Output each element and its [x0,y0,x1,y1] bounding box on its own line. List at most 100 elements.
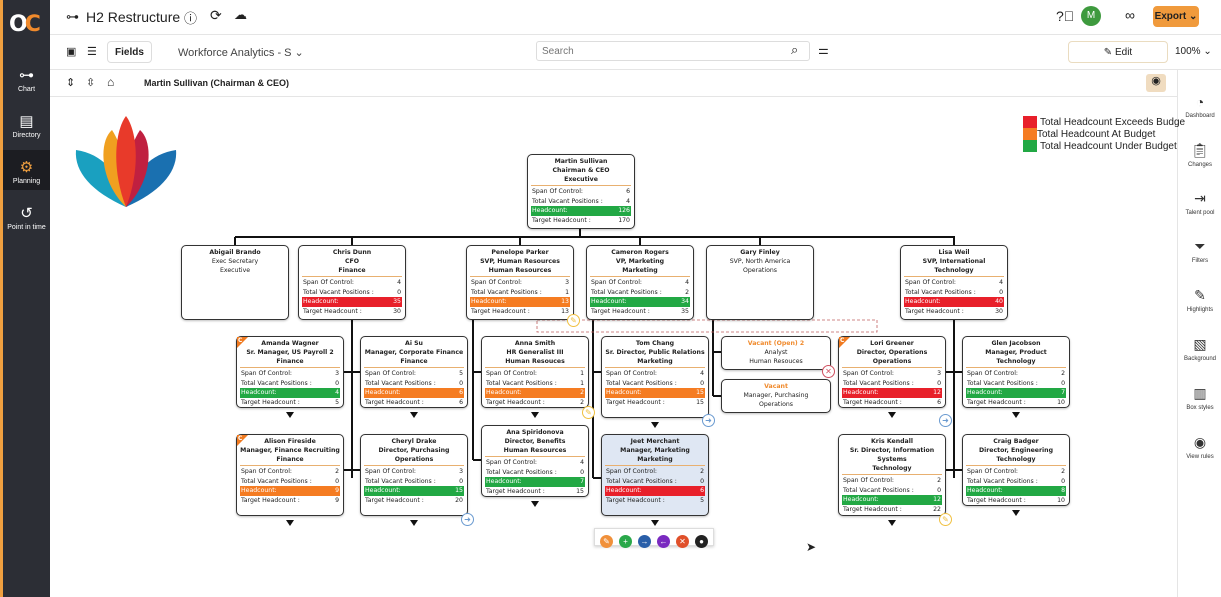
zoom-select[interactable]: 100% ⌄ [1175,46,1212,57]
node-name: Jeet Merchant [630,438,680,445]
vacant-positions-row: Total Vacant Positions :0 [365,379,463,387]
employee-node[interactable]: Penelope Parker SVP, Human Resources Human… [466,245,574,320]
home-icon[interactable]: ⌂ [107,75,115,89]
talent-pool-button[interactable]: ⇥ Talent pool [1178,190,1221,216]
expand-children-arrow-icon[interactable] [888,412,896,418]
user-avatar[interactable]: M [1081,6,1101,26]
delete-icon[interactable]: ✕ [676,535,689,548]
node-title: CFO [344,258,360,265]
node-title: Sr. Director, Public Relations [605,349,705,356]
employee-node[interactable]: Tom Chang Sr. Director, Public Relations M… [601,336,709,418]
move-left-icon[interactable]: ← [657,535,670,548]
search-icon[interactable]: ⌕ [791,42,799,57]
employee-node[interactable]: Anna Smith HR Generalist III Human Resouce… [481,336,589,408]
vacant-positions-row: Total Vacant Positions :1 [471,288,569,296]
talent-pool-icon: ⇥ [1194,190,1206,206]
changes-button[interactable]: 📋︎ Changes [1178,142,1221,168]
nav-chart[interactable]: ⊶ Chart [3,66,50,93]
span-of-control-row: Span Of Control: 2 [606,468,704,475]
move-badge-icon[interactable]: ➜ [939,414,952,427]
background-button[interactable]: ▧ Background [1178,336,1221,362]
employee-node[interactable]: Jeet Merchant Manager, Marketing Marketing… [601,434,709,516]
cloud-sync-icon[interactable]: ☁ [234,7,247,22]
expand-children-arrow-icon[interactable] [410,412,418,418]
node-dept: Human Resources [488,267,552,274]
headcount-row: Headcount: 9 [240,486,340,496]
info-icon[interactable]: ⓘ [184,11,198,26]
nav-planning[interactable]: ⚙ Planning [3,150,50,190]
edit-badge-icon[interactable]: ✎ [939,513,952,526]
headcount-row: Headcount: 6 [364,388,464,398]
collapse-all-icon[interactable]: ⇳ [86,77,96,89]
nav-point-in-time[interactable]: ↺ Point in time [3,204,50,231]
expand-children-arrow-icon[interactable] [1012,510,1020,516]
vacancy-node[interactable]: Vacant Manager, Purchasing Operations [721,379,831,413]
expand-children-arrow-icon[interactable] [651,422,659,428]
target-headcount-row: Target Headcount :2 [486,398,584,406]
employee-node[interactable]: Lisa Weil SVP, International Technology Sp… [900,245,1008,320]
add-icon[interactable]: + [619,535,632,548]
employee-node[interactable]: Kris Kendall Sr. Director, Information Sy… [838,434,946,516]
remove-vacancy-icon[interactable]: ✕ [822,365,835,378]
employee-node[interactable]: Abigail Brando Exec Secretary Executive [181,245,289,320]
help-icon[interactable]: ?⃝ [1056,8,1075,24]
expand-children-arrow-icon[interactable] [286,412,294,418]
employee-node[interactable]: Craig Badger Director, Engineering Technol… [962,434,1070,506]
comment-icon[interactable]: ● [695,535,708,548]
expand-children-arrow-icon[interactable] [888,520,896,526]
headcount-row: Headcount: 12 [842,388,942,398]
employee-node[interactable]: C Amanda Wagner Sr. Manager, US Payroll 2 F… [236,336,344,408]
employee-node[interactable]: Gary Finley SVP, North America Operations [706,245,814,320]
employee-node[interactable]: C Alison Fireside Manager, Finance Recruit… [236,434,344,516]
expand-children-arrow-icon[interactable] [286,520,294,526]
vacant-positions-row: Total Vacant Positions :0 [905,288,1003,296]
expand-children-arrow-icon[interactable] [531,412,539,418]
edit-badge-icon[interactable]: ✎ [567,314,580,327]
filters-button[interactable]: ⏷ Filters [1178,238,1221,264]
employee-node[interactable]: Cheryl Drake Director, Purchasing Operatio… [360,434,468,516]
expand-children-arrow-icon[interactable] [1012,412,1020,418]
legend-item-at: Total Headcount At Budget [1023,128,1185,140]
expand-all-icon[interactable]: ⇕ [66,77,76,89]
app-logo[interactable]: OC [9,12,41,37]
employee-node[interactable]: C Lori Greener Director, Operations Operati… [838,336,946,408]
expand-children-arrow-icon[interactable] [531,501,539,507]
employee-node[interactable]: Cameron Rogers VP, Marketing Marketing Spa… [586,245,694,320]
breadcrumb[interactable]: Martin Sullivan (Chairman & CEO) [144,78,290,88]
search-input[interactable] [536,41,810,61]
edit-icon[interactable]: ✎ [600,535,613,548]
employee-node[interactable]: Ai Su Manager, Corporate Finance Finance S… [360,336,468,408]
dashboard-button[interactable]: ◔ Dashboard [1178,94,1221,119]
list-view-icon[interactable]: ☰ [87,46,97,58]
nav-directory[interactable]: ▤ Directory [3,112,50,139]
vacant-positions-row: Total Vacant Positions :0 [967,379,1065,387]
move-badge-icon[interactable]: ➜ [702,414,715,427]
visibility-eye-icon[interactable]: ◉ [1146,74,1166,92]
node-title: SVP, International [922,258,986,265]
node-dept: Operations [394,456,434,463]
node-title: VP, Marketing [615,258,665,265]
move-right-icon[interactable]: → [638,535,651,548]
target-headcount-row: Target Headcount :170 [532,216,630,224]
export-button[interactable]: Export ⌄ [1153,6,1199,27]
card-view-icon[interactable]: ▣ [66,46,77,58]
refresh-icon[interactable]: ⟳ [210,7,222,23]
employee-node[interactable]: Ana Spiridonova Director, Benefits Human R… [481,425,589,497]
vacancy-node[interactable]: Vacant (Open) 2 Analyst Human Resouces [721,336,831,370]
employee-node[interactable]: Martin Sullivan Chairman & CEO Executive S… [527,154,635,229]
expand-children-arrow-icon[interactable] [651,520,659,526]
edit-badge-icon[interactable]: ✎ [582,406,595,419]
box-styles-button[interactable]: ▥ Box styles [1178,385,1221,411]
view-select[interactable]: Workforce Analytics - S ⌄ [178,47,304,59]
employee-node[interactable]: Chris Dunn CFO Finance Span Of Control: 4 T… [298,245,406,320]
span-of-control-row: Span Of Control: 2 [967,370,1065,377]
move-badge-icon[interactable]: ➜ [461,513,474,526]
expand-children-arrow-icon[interactable] [410,520,418,526]
fields-button[interactable]: Fields [107,41,152,63]
employee-node[interactable]: Glen Jacobson Manager, Product Technology … [962,336,1070,408]
filter-settings-icon[interactable]: ⚌ [818,43,829,57]
view-rules-button[interactable]: ◉ View rules [1178,434,1221,460]
edit-button[interactable]: ✎ Edit [1068,41,1168,63]
highlights-button[interactable]: ✎ Highlights [1178,287,1221,313]
link-icon[interactable]: ∞ [1125,7,1135,23]
